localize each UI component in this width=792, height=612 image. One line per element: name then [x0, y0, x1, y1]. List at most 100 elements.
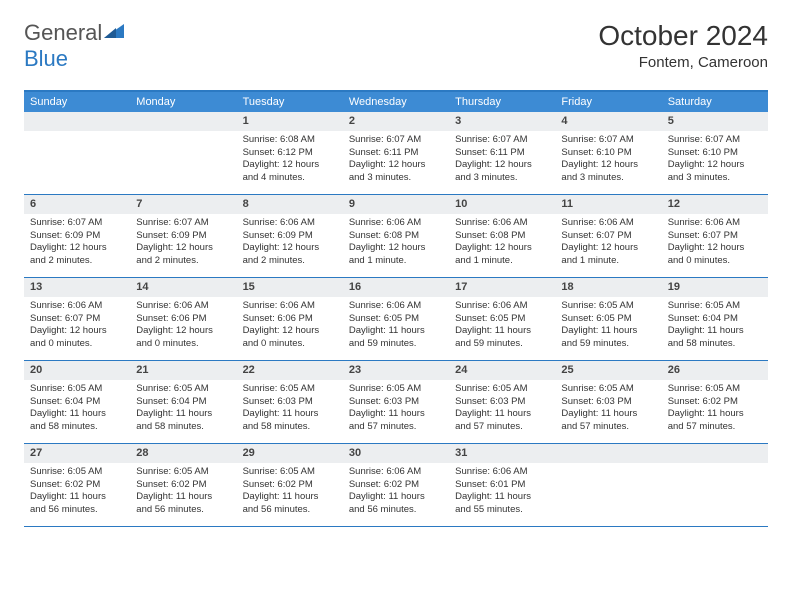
sunrise-line: Sunrise: 6:06 AM: [455, 466, 549, 479]
sunrise-line: Sunrise: 6:06 AM: [455, 300, 549, 313]
daylight-line: Daylight: 12 hours and 0 minutes.: [243, 325, 337, 351]
calendar-cell: 9Sunrise: 6:06 AMSunset: 6:08 PMDaylight…: [343, 195, 449, 277]
sunset-line: Sunset: 6:10 PM: [668, 147, 762, 160]
day-number: [555, 444, 661, 463]
title-block: October 2024 Fontem, Cameroon: [598, 20, 768, 71]
sunset-line: Sunset: 6:03 PM: [243, 396, 337, 409]
cell-body: Sunrise: 6:06 AMSunset: 6:05 PMDaylight:…: [449, 297, 555, 357]
day-number: [130, 112, 236, 131]
daylight-line: Daylight: 12 hours and 1 minute.: [349, 242, 443, 268]
sunset-line: Sunset: 6:12 PM: [243, 147, 337, 160]
day-number: 5: [662, 112, 768, 131]
cell-body: Sunrise: 6:06 AMSunset: 6:02 PMDaylight:…: [343, 463, 449, 523]
day-number: 25: [555, 361, 661, 380]
daylight-line: Daylight: 11 hours and 58 minutes.: [30, 408, 124, 434]
sunrise-line: Sunrise: 6:06 AM: [349, 217, 443, 230]
sunrise-line: Sunrise: 6:06 AM: [243, 300, 337, 313]
sunrise-line: Sunrise: 6:06 AM: [349, 300, 443, 313]
sunrise-line: Sunrise: 6:06 AM: [349, 466, 443, 479]
logo-icon: [102, 20, 126, 46]
sunrise-line: Sunrise: 6:07 AM: [668, 134, 762, 147]
cell-body: Sunrise: 6:06 AMSunset: 6:07 PMDaylight:…: [662, 214, 768, 274]
sunrise-line: Sunrise: 6:05 AM: [136, 466, 230, 479]
sunrise-line: Sunrise: 6:05 AM: [243, 466, 337, 479]
sunset-line: Sunset: 6:06 PM: [243, 313, 337, 326]
calendar-cell: 5 Sunrise: 6:07 AMSunset: 6:10 PMDaylight…: [662, 112, 768, 194]
calendar-cell: 20Sunrise: 6:05 AMSunset: 6:04 PMDayligh…: [24, 361, 130, 443]
daylight-line: Daylight: 12 hours and 3 minutes.: [668, 159, 762, 185]
sunrise-line: Sunrise: 6:06 AM: [30, 300, 124, 313]
sunrise-line: Sunrise: 6:05 AM: [136, 383, 230, 396]
calendar-cell: 29Sunrise: 6:05 AMSunset: 6:02 PMDayligh…: [237, 444, 343, 526]
cell-body: Sunrise: 6:06 AMSunset: 6:05 PMDaylight:…: [343, 297, 449, 357]
day-number: 4: [555, 112, 661, 131]
sunrise-line: Sunrise: 6:07 AM: [455, 134, 549, 147]
day-number: [24, 112, 130, 131]
sunrise-line: Sunrise: 6:05 AM: [561, 383, 655, 396]
day-header: Saturday: [662, 92, 768, 112]
week-row: 1Sunrise: 6:08 AMSunset: 6:12 PMDaylight…: [24, 112, 768, 195]
cell-body: Sunrise: 6:06 AMSunset: 6:08 PMDaylight:…: [343, 214, 449, 274]
sunrise-line: Sunrise: 6:05 AM: [668, 300, 762, 313]
day-number: 1: [237, 112, 343, 131]
sunrise-line: Sunrise: 6:06 AM: [455, 217, 549, 230]
daylight-line: Daylight: 12 hours and 0 minutes.: [668, 242, 762, 268]
sunset-line: Sunset: 6:05 PM: [349, 313, 443, 326]
daylight-line: Daylight: 12 hours and 3 minutes.: [561, 159, 655, 185]
calendar-cell: 18Sunrise: 6:05 AMSunset: 6:05 PMDayligh…: [555, 278, 661, 360]
daylight-line: Daylight: 12 hours and 1 minute.: [561, 242, 655, 268]
calendar-cell: 8Sunrise: 6:06 AMSunset: 6:09 PMDaylight…: [237, 195, 343, 277]
sunset-line: Sunset: 6:08 PM: [455, 230, 549, 243]
sunset-line: Sunset: 6:02 PM: [30, 479, 124, 492]
sunrise-line: Sunrise: 6:05 AM: [668, 383, 762, 396]
sunset-line: Sunset: 6:10 PM: [561, 147, 655, 160]
sunrise-line: Sunrise: 6:05 AM: [561, 300, 655, 313]
cell-body: Sunrise: 6:05 AMSunset: 6:05 PMDaylight:…: [555, 297, 661, 357]
cell-body: Sunrise: 6:05 AMSunset: 6:02 PMDaylight:…: [662, 380, 768, 440]
logo-text: General Blue: [24, 20, 126, 72]
sunset-line: Sunset: 6:06 PM: [136, 313, 230, 326]
sunset-line: Sunset: 6:09 PM: [30, 230, 124, 243]
daylight-line: Daylight: 11 hours and 57 minutes.: [349, 408, 443, 434]
day-number: 11: [555, 195, 661, 214]
calendar-cell: 13Sunrise: 6:06 AMSunset: 6:07 PMDayligh…: [24, 278, 130, 360]
sunset-line: Sunset: 6:04 PM: [30, 396, 124, 409]
cell-body: Sunrise: 6:05 AMSunset: 6:04 PMDaylight:…: [24, 380, 130, 440]
daylight-line: Daylight: 11 hours and 57 minutes.: [455, 408, 549, 434]
calendar-cell: 23Sunrise: 6:05 AMSunset: 6:03 PMDayligh…: [343, 361, 449, 443]
daylight-line: Daylight: 12 hours and 0 minutes.: [30, 325, 124, 351]
cell-body: Sunrise: 6:05 AMSunset: 6:02 PMDaylight:…: [237, 463, 343, 523]
day-number: 23: [343, 361, 449, 380]
daylight-line: Daylight: 11 hours and 59 minutes.: [561, 325, 655, 351]
day-number: 22: [237, 361, 343, 380]
cell-body: Sunrise: 6:05 AMSunset: 6:02 PMDaylight:…: [130, 463, 236, 523]
sunrise-line: Sunrise: 6:05 AM: [30, 383, 124, 396]
calendar-cell: 24Sunrise: 6:05 AMSunset: 6:03 PMDayligh…: [449, 361, 555, 443]
daylight-line: Daylight: 11 hours and 58 minutes.: [668, 325, 762, 351]
week-row: 13Sunrise: 6:06 AMSunset: 6:07 PMDayligh…: [24, 278, 768, 361]
day-number: 8: [237, 195, 343, 214]
daylight-line: Daylight: 12 hours and 3 minutes.: [455, 159, 549, 185]
calendar-cell: 6Sunrise: 6:07 AMSunset: 6:09 PMDaylight…: [24, 195, 130, 277]
sunset-line: Sunset: 6:04 PM: [668, 313, 762, 326]
sunrise-line: Sunrise: 6:05 AM: [243, 383, 337, 396]
sunrise-line: Sunrise: 6:05 AM: [30, 466, 124, 479]
sunset-line: Sunset: 6:04 PM: [136, 396, 230, 409]
day-number: 28: [130, 444, 236, 463]
weeks-container: 1Sunrise: 6:08 AMSunset: 6:12 PMDaylight…: [24, 112, 768, 527]
daylight-line: Daylight: 12 hours and 4 minutes.: [243, 159, 337, 185]
sunset-line: Sunset: 6:08 PM: [349, 230, 443, 243]
sunset-line: Sunset: 6:03 PM: [561, 396, 655, 409]
sunset-line: Sunset: 6:07 PM: [668, 230, 762, 243]
daylight-line: Daylight: 11 hours and 56 minutes.: [349, 491, 443, 517]
daylight-line: Daylight: 11 hours and 56 minutes.: [243, 491, 337, 517]
cell-body: Sunrise: 6:08 AMSunset: 6:12 PMDaylight:…: [237, 131, 343, 191]
logo-word-blue: Blue: [24, 46, 68, 71]
cell-body: Sunrise: 6:05 AMSunset: 6:04 PMDaylight:…: [130, 380, 236, 440]
calendar-cell: 14Sunrise: 6:06 AMSunset: 6:06 PMDayligh…: [130, 278, 236, 360]
calendar-cell: 31Sunrise: 6:06 AMSunset: 6:01 PMDayligh…: [449, 444, 555, 526]
daylight-line: Daylight: 12 hours and 1 minute.: [455, 242, 549, 268]
sunrise-line: Sunrise: 6:06 AM: [136, 300, 230, 313]
header: General Blue October 2024 Fontem, Camero…: [24, 20, 768, 72]
sunset-line: Sunset: 6:11 PM: [455, 147, 549, 160]
